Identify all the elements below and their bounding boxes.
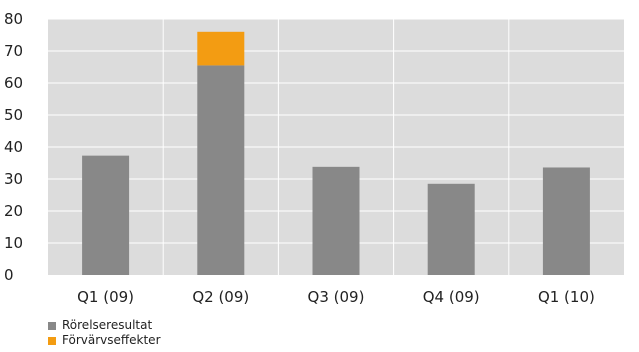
bar-forvarvseffekter-1 bbox=[197, 31, 245, 66]
x-tick-label-0: Q1 (09) bbox=[77, 288, 134, 306]
legend-label-rorelseresultat: Rörelseresultat bbox=[62, 318, 153, 332]
legend-swatch-rorelseresultat bbox=[48, 321, 56, 330]
legend-item-forvarvseffekter: Förvärvseffekter bbox=[48, 333, 161, 348]
bar-rorelseresultat-4 bbox=[542, 167, 590, 275]
x-tick-label-1: Q2 (09) bbox=[192, 288, 249, 306]
y-tick-label-1: 10 bbox=[4, 234, 23, 252]
y-tick-label-2: 20 bbox=[4, 202, 23, 220]
bar-rorelseresultat-3 bbox=[427, 183, 475, 275]
legend-item-rorelseresultat: Rörelseresultat bbox=[48, 318, 161, 333]
y-tick-label-5: 50 bbox=[4, 106, 23, 124]
bar-rorelseresultat-0 bbox=[82, 155, 130, 275]
x-tick-label-3: Q4 (09) bbox=[423, 288, 480, 306]
y-tick-label-6: 60 bbox=[4, 74, 23, 92]
bar-rorelseresultat-2 bbox=[312, 166, 360, 275]
bar-rorelseresultat-1 bbox=[197, 65, 245, 276]
legend-swatch-forvarvseffekter bbox=[48, 336, 56, 345]
bars bbox=[82, 31, 590, 276]
x-tick-label-2: Q3 (09) bbox=[308, 288, 365, 306]
legend-label-forvarvseffekter: Förvärvseffekter bbox=[62, 333, 161, 347]
y-tick-label-4: 40 bbox=[4, 138, 23, 156]
y-tick-label-0: 0 bbox=[4, 266, 14, 284]
y-tick-label-3: 30 bbox=[4, 170, 23, 188]
legend: Rörelseresultat Förvärvseffekter bbox=[48, 318, 161, 348]
y-axis-ticks: 0 10 20 30 40 50 60 70 80 bbox=[4, 10, 23, 284]
y-tick-label-8: 80 bbox=[4, 10, 23, 28]
x-tick-label-4: Q1 (10) bbox=[538, 288, 595, 306]
y-tick-label-7: 70 bbox=[4, 42, 23, 60]
x-axis-ticks: Q1 (09) Q2 (09) Q3 (09) Q4 (09) Q1 (10) bbox=[77, 288, 595, 306]
